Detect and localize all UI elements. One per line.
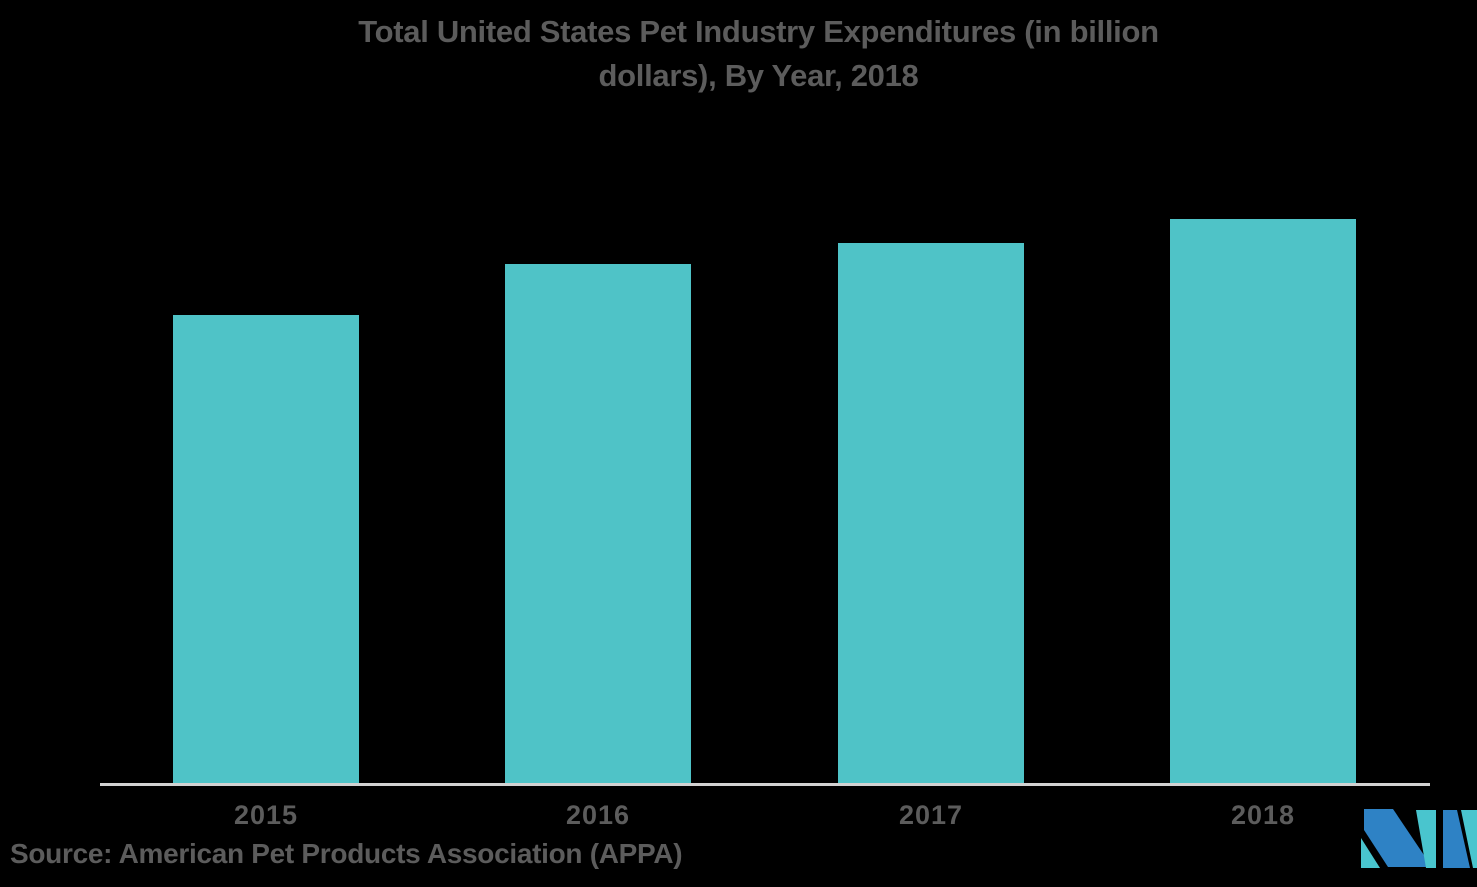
- chart-title: Total United States Pet Industry Expendi…: [40, 10, 1477, 98]
- logo-m-right-leg-shape: [1416, 810, 1436, 868]
- bar-2018: [1170, 219, 1356, 784]
- source-caption: Source: American Pet Products Associatio…: [10, 838, 683, 869]
- logo-m-left-leg-shape: [1361, 838, 1380, 868]
- chart-title-line-2: dollars), By Year, 2018: [598, 58, 919, 93]
- x-label-2017: 2017: [898, 800, 964, 830]
- x-label-2016: 2016: [565, 800, 631, 830]
- bar-2017: [838, 243, 1024, 784]
- bar-2015: [173, 315, 359, 784]
- x-label-2015: 2015: [233, 800, 299, 830]
- mordor-intelligence-logo: [1361, 809, 1477, 868]
- bar-2016: [505, 264, 691, 784]
- chart-title-line-1: Total United States Pet Industry Expendi…: [358, 14, 1159, 49]
- logo-right-block-blue-shape: [1443, 810, 1470, 868]
- x-label-2018: 2018: [1230, 800, 1296, 830]
- logo-right-block-teal-shape: [1461, 810, 1477, 868]
- x-axis-line: [100, 783, 1430, 786]
- logo-m-diagonal-shape: [1364, 809, 1432, 867]
